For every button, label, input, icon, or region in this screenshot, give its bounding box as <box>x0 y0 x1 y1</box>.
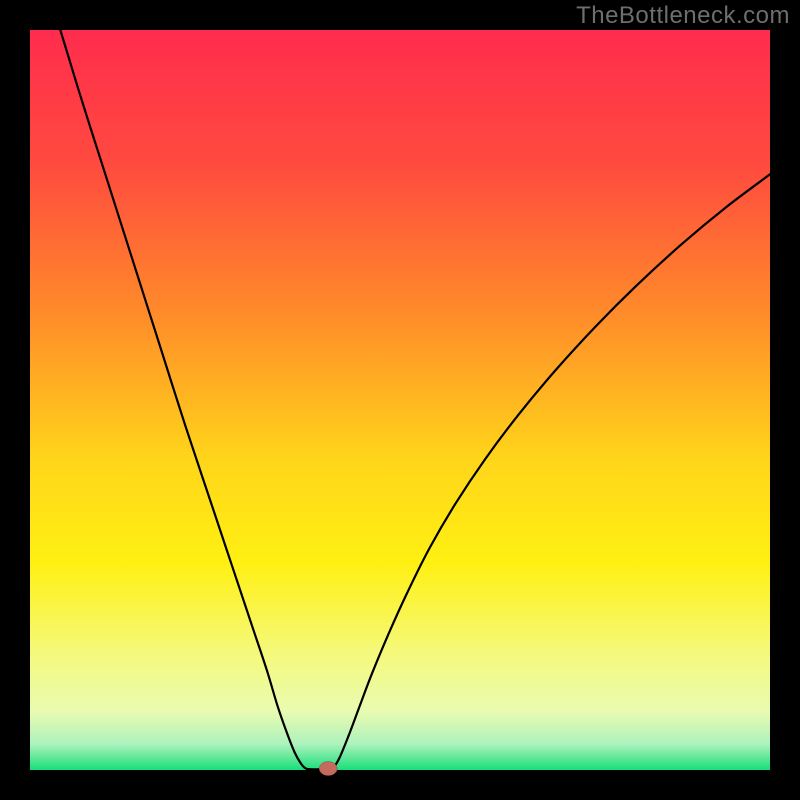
chart-svg <box>0 0 800 800</box>
plot-background <box>30 30 770 770</box>
chart-stage: TheBottleneck.com <box>0 0 800 800</box>
optimum-marker <box>319 762 337 776</box>
watermark-label: TheBottleneck.com <box>576 2 790 30</box>
